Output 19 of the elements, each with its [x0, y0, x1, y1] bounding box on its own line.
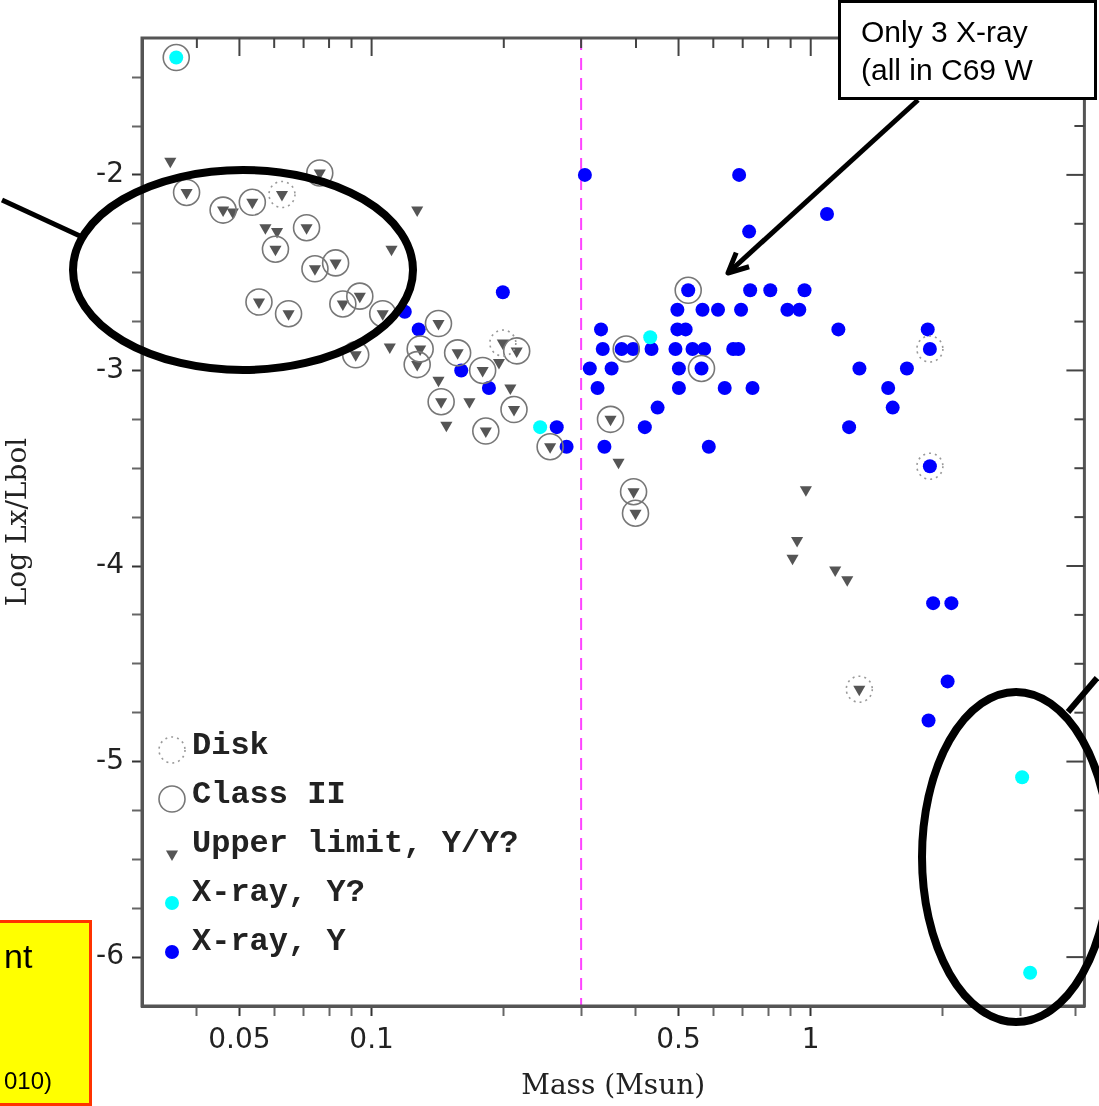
legend-label: Class II: [192, 776, 346, 814]
y-axis-title: Log Lx/Lbol: [0, 437, 34, 607]
legend-label: X-ray, Y: [192, 923, 347, 961]
annotation: Only 3 X-ray (all in C69 W: [838, 0, 1097, 100]
x-tick-label: 0.1: [349, 1022, 394, 1056]
x-tick-label: 1: [801, 1022, 820, 1056]
y-tick-label: -2: [96, 156, 124, 190]
x-tick-label: 0.05: [208, 1022, 271, 1056]
legend-label: X-ray, Y?: [192, 874, 365, 912]
y-tick-label: -3: [96, 351, 124, 385]
text: 010): [4, 1067, 54, 1095]
legend-label: Disk: [192, 727, 269, 765]
y-tick-label: -5: [96, 742, 124, 776]
legend-label: Upper limit, Y/Y?: [192, 825, 519, 863]
x-axis-title: Mass (Msun): [521, 1068, 706, 1102]
text: nt: [4, 937, 34, 976]
y-tick-label: -6: [96, 938, 124, 972]
y-tick-label: -4: [96, 547, 124, 581]
x-tick-label: 0.5: [656, 1022, 701, 1056]
